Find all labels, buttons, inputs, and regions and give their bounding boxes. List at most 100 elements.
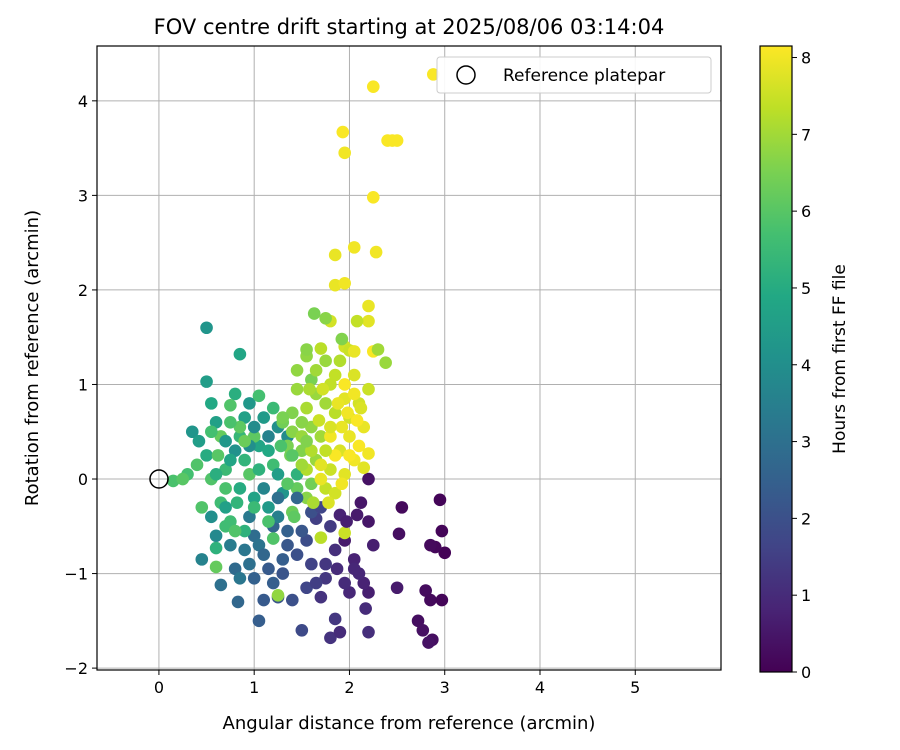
data-point [366, 190, 380, 204]
data-point [312, 414, 326, 427]
data-point [247, 491, 261, 505]
data-point [281, 524, 294, 538]
data-point [262, 515, 275, 528]
data-point [338, 277, 351, 290]
data-point [319, 354, 332, 368]
data-point [357, 461, 371, 474]
data-point [371, 343, 385, 356]
data-point [300, 343, 313, 356]
legend-label-reference-platepar: Reference platepar [503, 66, 665, 86]
data-point [324, 430, 337, 443]
data-point [338, 526, 351, 540]
data-point [300, 434, 313, 448]
data-point [200, 375, 213, 388]
data-point [324, 631, 337, 645]
data-point [303, 382, 316, 396]
y-tick-label: 4 [78, 92, 88, 111]
colorbar-gradient [759, 45, 793, 673]
data-point [295, 623, 309, 637]
data-point [305, 373, 318, 387]
data-point [200, 321, 213, 335]
data-point [328, 406, 342, 420]
data-point [411, 614, 425, 628]
data-point [333, 354, 347, 368]
data-point [209, 415, 223, 429]
data-point [307, 307, 321, 320]
x-tick-label: 0 [154, 678, 164, 697]
data-point [271, 589, 285, 602]
colorbar-tick-label: 5 [801, 279, 811, 298]
data-point [228, 524, 242, 538]
colorbar-tick-label: 3 [801, 433, 811, 452]
x-tick-label: 4 [535, 678, 545, 697]
data-point [305, 444, 318, 457]
data-point [319, 571, 332, 585]
x-tick-label: 2 [344, 678, 354, 697]
data-point [266, 458, 280, 472]
data-point [333, 625, 347, 639]
data-point [190, 458, 204, 472]
data-point [419, 584, 432, 597]
data-points [166, 68, 452, 649]
data-point [347, 562, 361, 576]
data-point [338, 576, 351, 590]
data-point [328, 449, 342, 462]
data-point [328, 486, 342, 500]
colorbar-tick-label: 0 [801, 663, 811, 682]
data-point [362, 299, 375, 313]
data-point [228, 387, 242, 401]
colorbar-tick-label: 6 [801, 202, 811, 221]
data-point [340, 515, 353, 528]
data-point [306, 496, 320, 509]
data-point [319, 397, 332, 410]
data-point [238, 434, 251, 448]
data-point [369, 245, 383, 259]
data-point [338, 146, 351, 160]
data-point [335, 332, 349, 346]
data-point [195, 553, 209, 566]
data-point [435, 524, 449, 538]
data-point [247, 529, 261, 543]
data-point [362, 472, 375, 486]
y-axis-label: Rotation from reference (arcmin) [22, 210, 43, 506]
data-point [233, 482, 247, 495]
data-point [290, 491, 304, 505]
data-point [390, 581, 404, 595]
data-point [354, 401, 368, 415]
data-point [238, 524, 251, 538]
data-point [185, 425, 199, 439]
data-point [322, 496, 335, 509]
data-point [252, 538, 266, 552]
colorbar-ticks: 0 1 2 3 4 5 6 7 8 [792, 49, 811, 682]
data-point [219, 519, 232, 533]
data-point [328, 612, 342, 626]
data-point [366, 538, 380, 552]
data-point [335, 477, 349, 491]
data-point [266, 401, 280, 415]
data-point [300, 581, 313, 595]
data-point [228, 562, 242, 576]
data-point [233, 347, 247, 361]
data-point [262, 562, 275, 576]
data-point [290, 382, 304, 396]
data-point [233, 571, 247, 585]
data-point [276, 567, 290, 580]
colorbar-tick-label: 4 [801, 356, 811, 375]
colorbar: 0 1 2 3 4 5 6 7 8 Hours from first FF file [759, 45, 850, 682]
data-point [324, 463, 337, 476]
data-point [366, 80, 380, 93]
x-axis-label: Angular distance from reference (arcmin) [223, 713, 596, 734]
data-point [314, 342, 328, 355]
data-point [209, 529, 223, 543]
data-point [354, 496, 368, 509]
legend: Reference platepar [436, 56, 712, 94]
data-point [285, 449, 299, 462]
data-point [347, 368, 361, 382]
data-point [314, 531, 328, 544]
data-point [295, 415, 309, 429]
data-point [285, 425, 299, 439]
data-point [362, 515, 375, 528]
reference-platepar-marker [149, 469, 169, 489]
grid-lines [97, 46, 721, 670]
data-point [422, 636, 435, 649]
